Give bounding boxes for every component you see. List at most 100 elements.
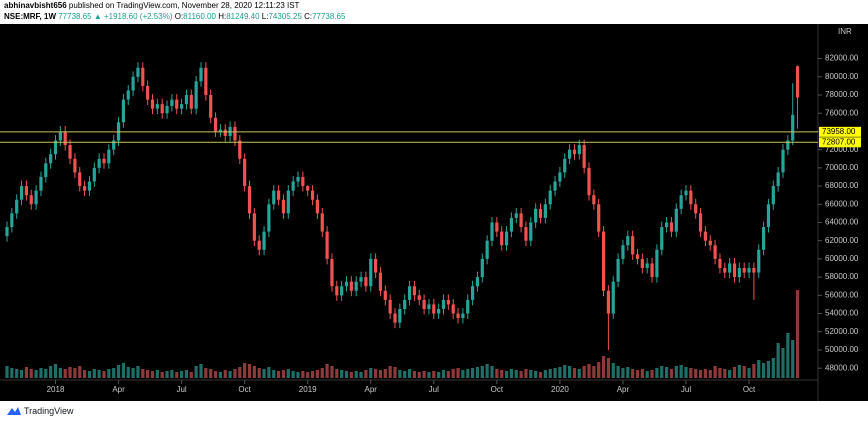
volume-bar [558, 367, 562, 378]
o-value: 81160.00 [183, 12, 216, 21]
candle-body [364, 277, 368, 287]
candle-body [87, 181, 92, 191]
x-tick-label: 2019 [299, 385, 317, 394]
volume-bar [388, 366, 392, 378]
candle-body [737, 268, 741, 278]
candle-body [703, 231, 707, 241]
volume-bar [53, 364, 58, 378]
candle-body [170, 99, 174, 106]
volume-bar [635, 370, 640, 378]
candle-body [504, 231, 509, 246]
volume-bar [291, 371, 295, 378]
volume-bar [39, 368, 43, 378]
volume-bar [519, 371, 523, 378]
candle-body [451, 304, 455, 314]
volume-bar [665, 367, 669, 378]
candle-body [558, 172, 562, 182]
candle-body [757, 249, 761, 273]
volume-bar [766, 361, 771, 378]
candle-body [107, 149, 111, 164]
volume-bar [568, 366, 572, 378]
volume-bar [344, 371, 349, 378]
volume-bar [121, 363, 125, 378]
volume-bar [679, 365, 683, 378]
y-tick-label: 76000.00 [825, 108, 859, 117]
volume-bar [233, 369, 237, 378]
h-label: H: [218, 12, 227, 21]
volume-bar [243, 363, 247, 378]
candle-body [456, 313, 460, 319]
volume-bar [509, 369, 513, 378]
volume-bar [723, 369, 727, 378]
volume-bar [713, 366, 717, 378]
volume-bar [83, 370, 87, 378]
candle-body [495, 222, 499, 232]
o-label: O: [174, 12, 184, 21]
y-tick-label: 60000.00 [825, 254, 859, 263]
candle-body [471, 286, 475, 300]
volume-bar [645, 371, 649, 378]
volume-bar [621, 368, 625, 378]
candle-body [587, 167, 591, 196]
volume-bar [238, 367, 242, 378]
candle-body [58, 131, 62, 141]
volume-bar [330, 366, 334, 378]
volume-bar [310, 371, 315, 378]
volume-bar [674, 366, 678, 378]
chart-background [0, 24, 868, 401]
x-tick-label: Apr [112, 385, 125, 394]
volume-bar [466, 369, 470, 378]
volume-bar [92, 369, 96, 378]
y-tick-label: 50000.00 [825, 345, 859, 354]
volume-bar [728, 370, 732, 378]
candle-body [383, 290, 387, 300]
published: published on TradingView.com, November 2… [68, 1, 300, 10]
l-value: 74305.25 [268, 12, 302, 21]
candle-body [461, 313, 465, 319]
volume-bar [315, 370, 319, 378]
volume-bar [689, 368, 693, 378]
symbol: NSE:MRF, 1W [4, 12, 56, 21]
candle-body [742, 268, 746, 273]
candle-body [437, 308, 441, 314]
candle-body [257, 240, 261, 250]
candle-body [121, 99, 125, 123]
volume-bar [432, 371, 436, 378]
l-label: L: [261, 12, 269, 21]
candle-body [640, 258, 644, 269]
candle-body [679, 195, 683, 209]
volume-bar [747, 368, 751, 378]
volume-bar [325, 364, 329, 378]
candle-body [199, 67, 203, 82]
y-tick-label: 54000.00 [825, 309, 859, 318]
candle-body [92, 167, 96, 182]
candle-body [398, 308, 402, 323]
volume-bar [456, 368, 460, 378]
volume-bar [73, 368, 77, 378]
candle-body [441, 299, 446, 309]
candle-body [102, 158, 106, 164]
candle-body [39, 176, 43, 191]
candle-body [53, 140, 58, 155]
x-tick-label: 2020 [551, 385, 569, 394]
hline-label: 73958.00 [822, 127, 856, 136]
volume-bar [446, 371, 450, 378]
candle-body [446, 299, 450, 305]
volume-bar [698, 370, 703, 378]
volume-bar [296, 372, 300, 378]
candle-body [238, 140, 242, 159]
volume-bar [78, 366, 82, 378]
volume-bar [718, 368, 722, 378]
candle-body [480, 258, 484, 278]
candle-body [281, 199, 286, 214]
candle-body [63, 131, 67, 146]
volume-bar [24, 367, 28, 378]
logo [7, 407, 21, 415]
volume-bar [10, 368, 14, 378]
candle-body [534, 208, 538, 223]
volume-bar [272, 370, 276, 378]
candle-body [286, 190, 290, 214]
volume-bar [597, 362, 601, 378]
candle-body [650, 263, 654, 278]
x-tick-label: Oct [743, 385, 756, 394]
